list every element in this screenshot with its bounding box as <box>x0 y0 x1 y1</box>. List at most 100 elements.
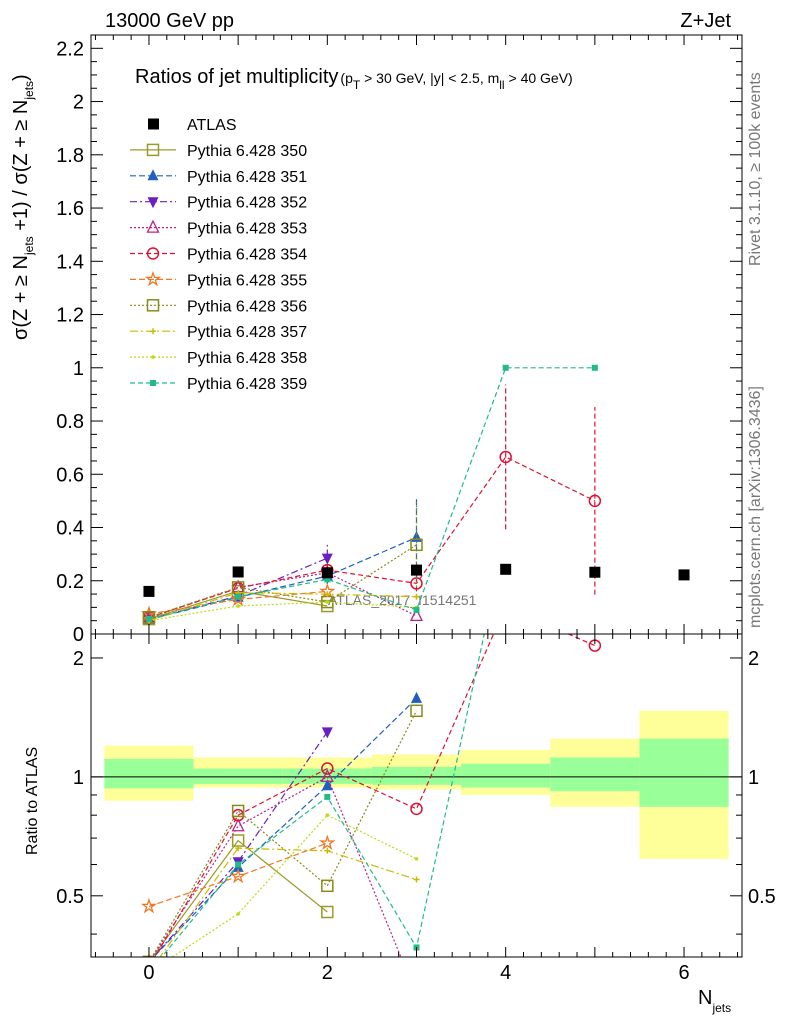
ratio-point-0 <box>321 905 334 919</box>
series-point-9 <box>235 593 242 600</box>
ratio-tick-label-left: 0.5 <box>56 886 84 908</box>
y-tick-label: 0.2 <box>56 571 84 593</box>
ratio-point-4 <box>500 601 511 612</box>
series-line-8 <box>148 601 417 622</box>
x-tick-label: 4 <box>500 962 511 984</box>
legend-label-atlas: ATLAS <box>187 117 237 134</box>
series-point-8 <box>325 600 330 604</box>
atlas-band-inner <box>104 758 194 789</box>
ratio-point-8 <box>325 813 330 817</box>
series-point-9 <box>591 364 598 371</box>
atlas-point <box>589 566 601 578</box>
legend-label-5: Pythia 6.428 355 <box>187 272 307 289</box>
x-tick-label: 6 <box>678 962 689 984</box>
legend: ATLAS Pythia 6.428 350 Pythia 6.428 351 Pyt… <box>130 117 307 393</box>
legend-marker-9 <box>150 380 156 386</box>
series-point-3 <box>409 607 424 622</box>
ratio-point-6 <box>231 804 245 818</box>
ratio-line-0 <box>151 839 328 957</box>
ratio-point-5 <box>229 867 247 884</box>
y-tick-label: 0.4 <box>56 518 84 540</box>
ratio-line-6 <box>151 710 418 957</box>
atlas-band-inner <box>371 766 462 785</box>
series-point-5 <box>230 590 247 607</box>
y-tick-label: 1.2 <box>56 305 84 327</box>
atlas-band-inner <box>550 757 640 792</box>
legend-marker-2 <box>147 197 159 209</box>
ratio-point-9 <box>503 532 509 538</box>
ratio-line-4 <box>154 634 596 957</box>
ratio-line-5 <box>148 842 328 907</box>
ratio-point-9 <box>235 861 242 868</box>
legend-label-6: Pythia 6.428 356 <box>187 298 307 315</box>
ratio-point-4 <box>321 762 334 775</box>
y-tick-label: 2 <box>73 92 84 114</box>
ratio-point-4 <box>410 802 423 816</box>
ratio-bands <box>91 710 742 859</box>
x-tick-label: 2 <box>322 962 333 984</box>
series-line-6 <box>148 544 417 618</box>
series-point-7 <box>324 591 331 598</box>
legend-marker-8 <box>151 355 155 359</box>
header-right: Z+Jet <box>680 10 731 32</box>
ratio-tick-label-left: 2 <box>73 648 84 670</box>
series-point-2 <box>321 553 333 565</box>
legend-label-9: Pythia 6.428 359 <box>187 376 307 393</box>
series-point-6 <box>410 538 423 552</box>
ratio-point-8 <box>414 857 419 861</box>
ratio-point-1 <box>321 779 333 791</box>
ratio-point-7 <box>324 847 331 854</box>
rivet-label: Rivet 3.1.10, ≥ 100k events <box>747 72 764 266</box>
series-line-9 <box>148 367 595 620</box>
chart-title-main: Ratios of jet multiplicity <box>135 66 338 88</box>
y-tick-label: 0.8 <box>56 411 84 433</box>
series-line-7 <box>148 592 417 622</box>
y-tick-label: 2.2 <box>56 38 84 60</box>
series-point-4 <box>588 494 602 508</box>
ratio-point-2 <box>321 727 333 739</box>
y-tick-label: 1.8 <box>56 145 84 167</box>
ratio-point-3 <box>320 768 334 783</box>
legend-label-3: Pythia 6.428 353 <box>187 221 307 238</box>
ratio-line-8 <box>171 814 417 957</box>
atlas-point <box>143 585 155 597</box>
y-tick-label: 1.4 <box>56 251 84 273</box>
ratio-point-5 <box>140 897 158 914</box>
atlas-point <box>411 564 422 576</box>
legend-marker-1 <box>147 169 159 181</box>
atlas-point <box>500 563 512 575</box>
series-point-8 <box>236 604 240 608</box>
y-tick-label: 0.6 <box>56 464 84 486</box>
legend-marker-6 <box>146 299 160 312</box>
series-line-1 <box>148 536 417 620</box>
ratio-tick-label-left: 1 <box>73 767 84 789</box>
legend-label-7: Pythia 6.428 357 <box>187 324 307 341</box>
ratio-point-7 <box>235 845 242 852</box>
chart-title: Ratios of jet multiplicity (pT > 30 GeV, … <box>135 66 573 92</box>
ratio-point-8 <box>236 912 240 916</box>
header-left: 13000 GeV pp <box>105 10 234 32</box>
ratio-tick-label-right: 1 <box>748 767 759 789</box>
atlas-band-inner <box>461 763 551 788</box>
axis-ticks: 0 2 4 600.20.40.60.811.21.41.61.822.20.5 0.5… <box>56 34 776 984</box>
ratio-point-7 <box>413 876 420 883</box>
legend-marker-5 <box>144 270 162 287</box>
ratio-point-9 <box>324 793 331 800</box>
series-point-9 <box>413 607 420 614</box>
ratio-line-7 <box>159 847 417 957</box>
ratio-line-1 <box>152 697 417 957</box>
atlas-point <box>232 566 244 578</box>
watermark: ATLAS_2017_I1514251 <box>328 592 477 608</box>
atlas-band-inner <box>639 738 729 807</box>
atlas-band-inner <box>193 768 283 784</box>
ratio-point-6 <box>321 879 334 893</box>
ratio-point-3 <box>411 989 422 1000</box>
series-point-7 <box>413 593 420 600</box>
ratio-line-3 <box>151 776 402 957</box>
y-tick-label: 1 <box>73 358 84 380</box>
ratio-point-1 <box>411 691 422 703</box>
legend-marker-atlas <box>148 118 159 130</box>
legend-label-8: Pythia 6.428 358 <box>187 350 307 367</box>
legend-marker-0 <box>146 143 160 157</box>
atlas-markers <box>143 563 690 597</box>
